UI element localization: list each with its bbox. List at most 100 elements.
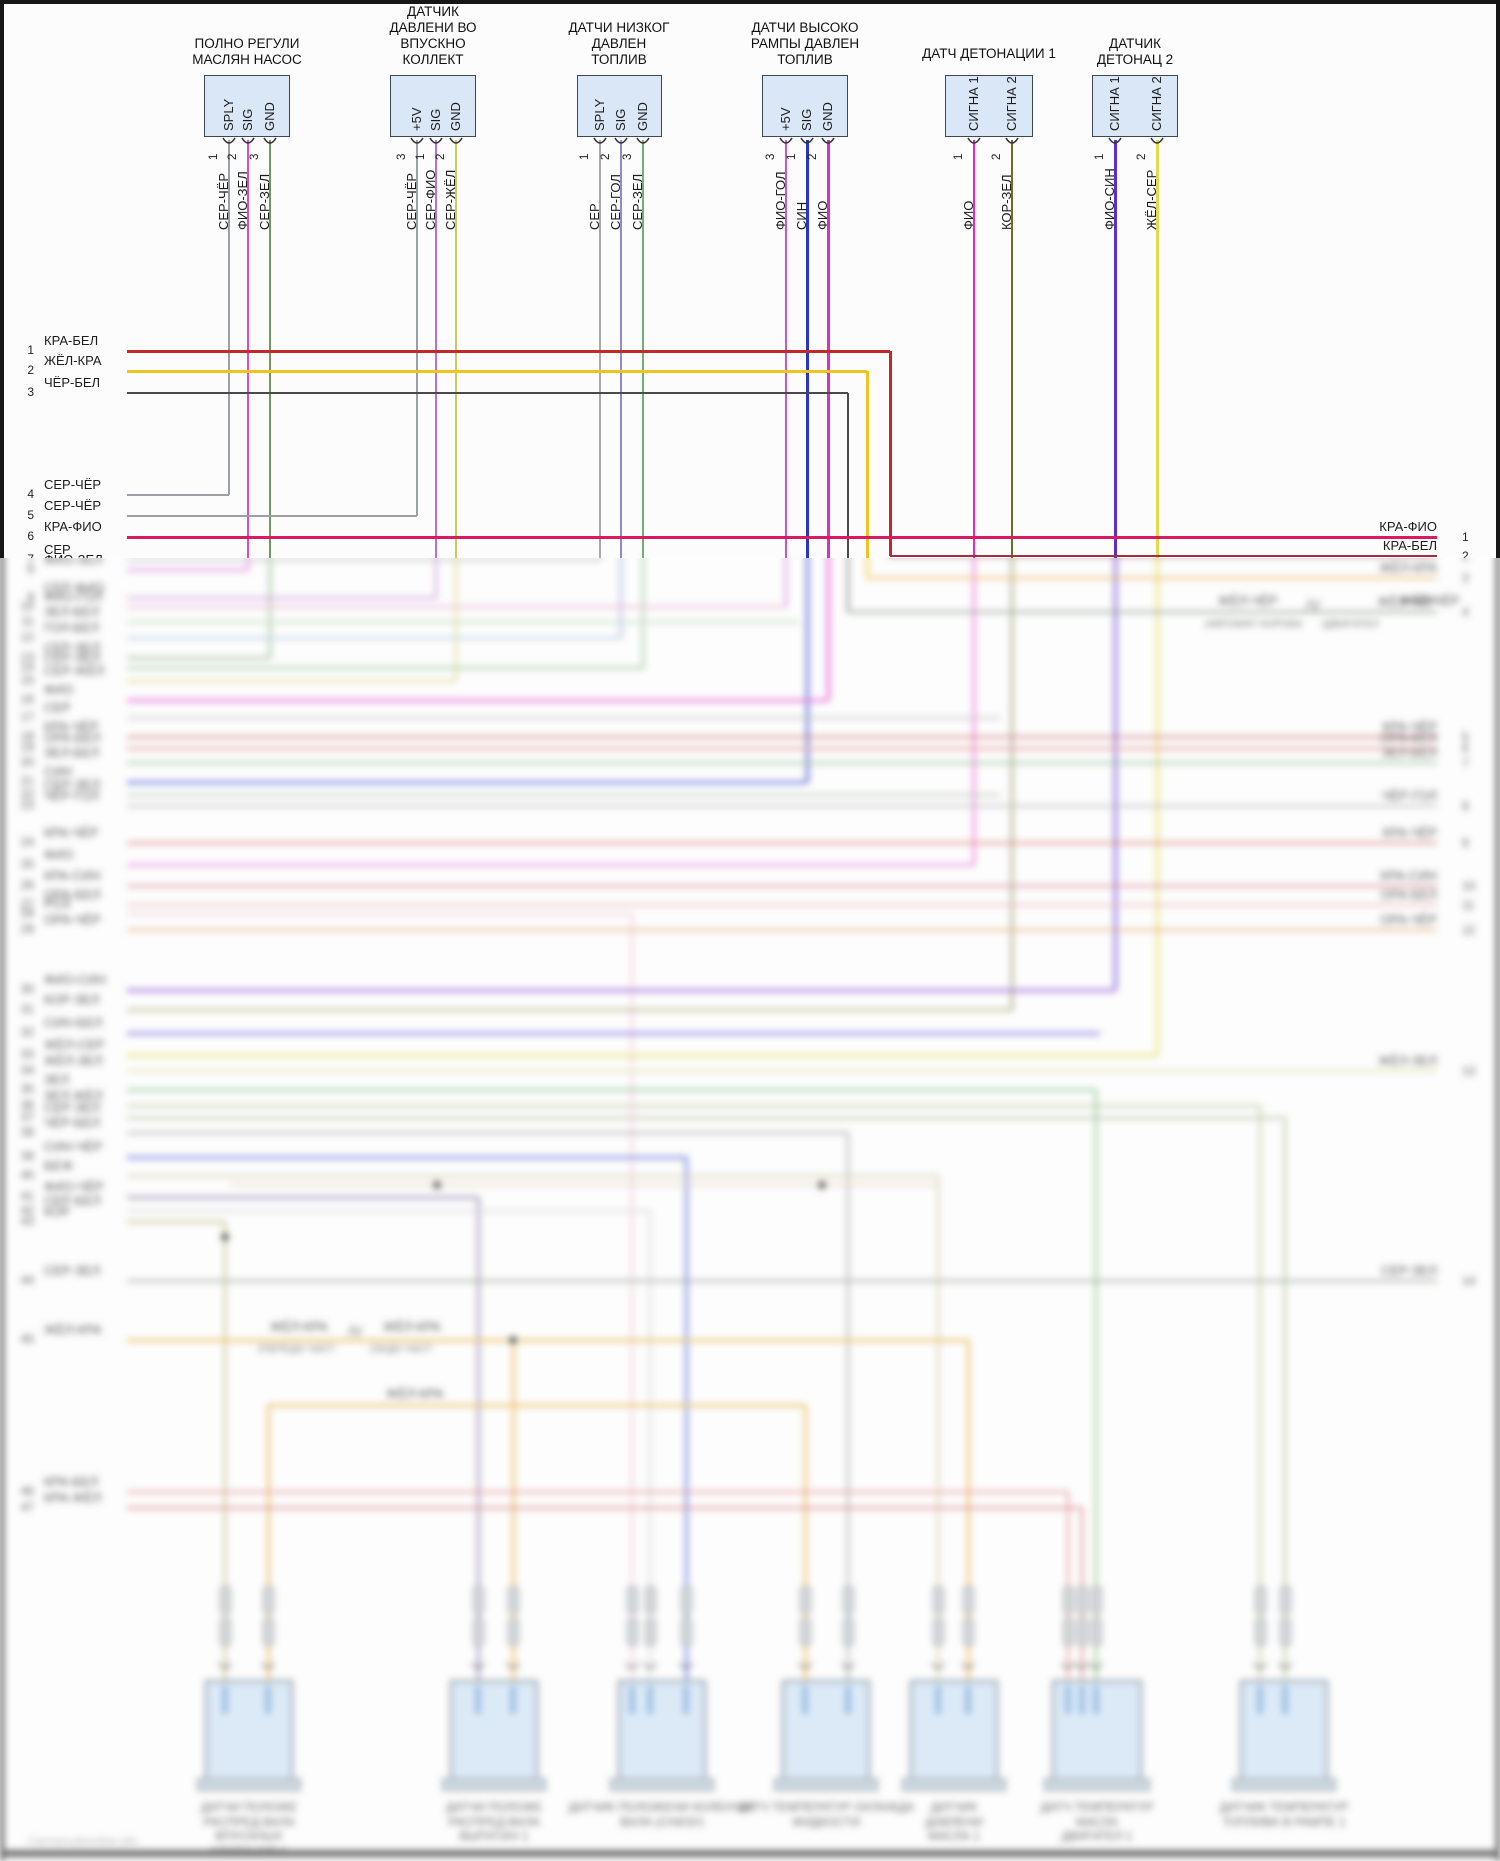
wire-horizontal [127, 1338, 968, 1342]
row-number-left: 10 [20, 599, 34, 613]
wire-crimp-icon [1278, 1662, 1292, 1669]
inline-terminal [962, 1618, 974, 1646]
pin-number: 2 [435, 153, 447, 160]
wire-horizontal [127, 1053, 1157, 1057]
block-pin-slot [265, 1686, 271, 1714]
splice-sublabel: (ДВИГАТЕЛ [1322, 618, 1379, 630]
wire-vertical [642, 140, 644, 558]
row-number-left: 17 [20, 710, 34, 724]
wire-crimp-icon [1061, 1662, 1075, 1669]
connector-title: ДАТЧИК [407, 4, 459, 19]
row-number-left: 19 [20, 740, 34, 754]
row-label-left: ФИО [44, 682, 74, 697]
row-label-left: СЕР-ЧЁР [44, 498, 102, 513]
wire-horizontal [127, 1031, 1100, 1035]
row-number-left: 18 [20, 729, 34, 743]
row-number-left: 33 [20, 1047, 34, 1061]
row-label-left: КРА-ФИО [44, 519, 102, 534]
connector-title: ПОЛНО РЕГУЛИ [194, 36, 300, 51]
inline-terminal [626, 1586, 638, 1614]
wire-color-label: ФИО-ЗЕЛ [235, 171, 250, 230]
wire-vertical [416, 140, 418, 516]
junction-dot [433, 1181, 441, 1189]
row-number-left: 34 [20, 1063, 34, 1077]
inline-terminal [799, 1586, 811, 1614]
wire-vertical [1011, 140, 1013, 558]
connector-title: ДАТЧИ НИЗКОГ [568, 20, 670, 35]
row-label-left: РОЗ [44, 896, 71, 911]
row-label-left: ФИО-ЧЁР [44, 1179, 104, 1194]
row-label-left: КОР-ЗЕЛ [44, 992, 100, 1007]
wire-vertical [1113, 140, 1117, 558]
row-number-left: 7 [27, 552, 34, 566]
pin-number: 3 [622, 153, 634, 160]
block-pin-slot [222, 1686, 228, 1714]
wire-vertical [805, 140, 809, 558]
wire-color-label: СЕР-ФИО [423, 169, 438, 230]
pin-number: 1 [786, 153, 798, 160]
row-number-right: 10 [1462, 879, 1476, 893]
wire-vertical [1259, 1106, 1261, 1680]
row-label-left: ГОЛ-БЕЛ [44, 620, 99, 635]
wire-vertical [435, 140, 437, 558]
inline-terminal [507, 1586, 519, 1614]
wire-horizontal [127, 762, 1437, 764]
pin-label: GND [448, 102, 463, 131]
wire-horizontal [127, 794, 1000, 796]
wire-horizontal [127, 667, 643, 669]
wire-horizontal [127, 515, 417, 517]
row-label-left: СЕР-ЧЁР [44, 477, 102, 492]
row-label-left: КРА-БЕЛ [44, 333, 99, 348]
wire-horizontal [127, 621, 800, 623]
pin-label: SIG [240, 108, 255, 131]
wire-horizontal [127, 1132, 848, 1134]
pin-number: 2 [991, 153, 1003, 160]
sensor-block-label: РАСПРЕД ВАЛА [203, 1814, 295, 1829]
row-number-right: 3 [1462, 571, 1469, 585]
row-label-left: КРА-СИН [44, 868, 101, 883]
row-number-left: 14 [20, 660, 34, 674]
wire-color-label: ЖЁЛ-СЕР [1144, 169, 1159, 230]
pin-label: SPLY [592, 98, 607, 131]
inline-terminal [644, 1618, 656, 1646]
junction-dot [509, 1336, 517, 1344]
row-number-left: 32 [20, 1025, 34, 1039]
splice-sublabel: (АВТОМАТ КОРОБК [1205, 618, 1303, 630]
wire-crimp-icon [679, 1662, 693, 1669]
row-number-left: 23 [20, 798, 34, 812]
sensor-block [782, 1680, 870, 1780]
wire-vertical [888, 351, 892, 556]
row-label-left: КРА-ЧЁР [44, 719, 99, 734]
row-number-left: 39 [20, 1149, 34, 1163]
wire-color-label: СЕР-ЗЕЛ [630, 173, 645, 230]
wire-color-label: КОР-ЗЕЛ [999, 174, 1014, 230]
wire-crimp-icon [1253, 1662, 1267, 1669]
row-label-left: СЕР-ЗЕЛ [44, 1100, 101, 1115]
row-number-left: 37 [20, 1110, 34, 1124]
row-number-right: 5 [1462, 730, 1469, 744]
row-label-right: ЖЁЛ-КРА [1379, 560, 1437, 575]
inline-terminal [1279, 1586, 1291, 1614]
row-label-left: ФИО-ЗЕЛ [44, 552, 103, 567]
pin-label: SIG [428, 108, 443, 131]
wire-horizontal [127, 680, 456, 682]
inline-terminal [262, 1586, 274, 1614]
wire-horizontal [127, 1089, 1096, 1091]
sensor-block-label: ТОПЛИВА В РАМПЕ 1 [1222, 1814, 1346, 1829]
pin-number: 2 [807, 153, 819, 160]
pin-label: СИГНА 2 [1149, 76, 1164, 131]
row-number-left: 47 [20, 1500, 34, 1514]
sensor-block-label: ВЫПУСКН 1 [459, 1829, 529, 1843]
pin-number: 2 [227, 153, 239, 160]
sensor-block-base [610, 1778, 714, 1791]
row-number-left: 38 [20, 1125, 34, 1139]
wire-vertical [455, 140, 457, 558]
row-number-left: 36 [20, 1098, 34, 1112]
junction-dot [818, 1181, 826, 1189]
row-label-left: ЖЁЛ-КРА [44, 353, 102, 368]
connector-title: ДАТЧ ДЕТОНАЦИИ 1 [922, 46, 1056, 61]
row-number-left: 22 [20, 787, 34, 801]
wire-vertical [973, 140, 975, 558]
pin-number: 1 [1094, 153, 1106, 160]
